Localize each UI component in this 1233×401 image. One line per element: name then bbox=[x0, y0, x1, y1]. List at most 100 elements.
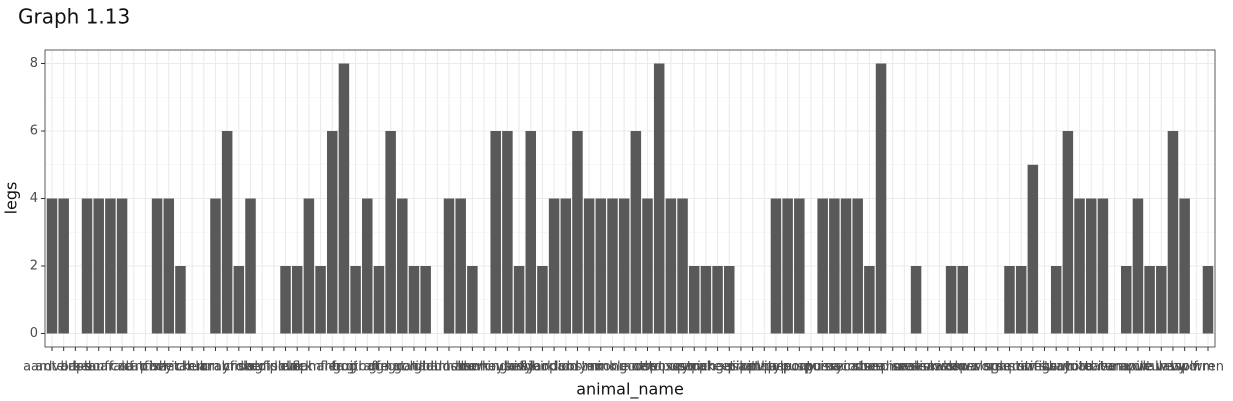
x-tick-label: gull bbox=[414, 360, 438, 375]
x-tick-label: termite bbox=[1044, 360, 1092, 375]
bar bbox=[443, 198, 455, 334]
y-tick-label: 4 bbox=[30, 191, 38, 206]
bar bbox=[595, 198, 607, 334]
bar bbox=[1156, 266, 1167, 334]
bar bbox=[642, 198, 653, 334]
bar bbox=[385, 131, 396, 334]
x-tick-label: duck bbox=[282, 360, 314, 375]
x-tick-label: wolf bbox=[1171, 360, 1198, 375]
bar bbox=[1167, 131, 1179, 334]
bar bbox=[233, 266, 245, 334]
bar bbox=[607, 198, 618, 334]
x-tick-label: bass bbox=[60, 360, 90, 375]
bar bbox=[945, 266, 957, 334]
bar bbox=[525, 131, 537, 334]
bar bbox=[315, 266, 326, 334]
x-tick-label: puma bbox=[804, 360, 841, 375]
x-tick-label: fruitbat bbox=[332, 360, 380, 375]
y-tick-label: 0 bbox=[30, 326, 38, 341]
x-tick-label: carp bbox=[119, 360, 148, 375]
x-tick-label: moth bbox=[619, 360, 653, 375]
x-tick-label: herring bbox=[461, 360, 508, 375]
bar bbox=[303, 198, 315, 334]
x-tick-label: crayfish bbox=[201, 360, 252, 375]
bar bbox=[852, 198, 863, 334]
x-tick-label: cheetah bbox=[142, 360, 195, 375]
x-tick-label: frog bbox=[331, 360, 357, 375]
x-tick-label: chicken bbox=[156, 360, 205, 375]
plot-border bbox=[44, 49, 1216, 348]
bar bbox=[677, 198, 688, 334]
x-tick-label: seawasp bbox=[911, 360, 967, 375]
x-tick-label: wallaby bbox=[1136, 360, 1186, 375]
bar bbox=[467, 266, 478, 334]
bar bbox=[362, 198, 373, 334]
x-tick-label: haddock bbox=[410, 360, 466, 375]
bar bbox=[572, 131, 583, 334]
bar bbox=[105, 198, 116, 334]
y-tick-label: 6 bbox=[30, 124, 38, 139]
bar bbox=[548, 198, 560, 334]
bar bbox=[653, 63, 665, 334]
x-tick-label: polecat bbox=[764, 360, 812, 375]
x-tick-label: vole bbox=[1124, 360, 1151, 375]
bar bbox=[700, 266, 712, 334]
x-tick-label: hare bbox=[446, 360, 475, 375]
x-tick-label: kiwi bbox=[506, 360, 531, 375]
y-axis-label: legs bbox=[2, 182, 21, 215]
x-tick-label: antelope bbox=[35, 360, 92, 375]
bar bbox=[875, 63, 887, 334]
x-tick-label: slowworm bbox=[942, 360, 1007, 375]
bar bbox=[221, 131, 233, 334]
x-tick-label: flamingo bbox=[292, 360, 349, 375]
bar bbox=[782, 198, 793, 334]
x-tick-label: tuna bbox=[1100, 360, 1130, 375]
chart-title: Graph 1.13 bbox=[18, 5, 130, 29]
bar bbox=[58, 198, 69, 334]
x-tick-label: starfish bbox=[1009, 360, 1057, 375]
x-tick-label: porpoise bbox=[783, 360, 839, 375]
x-tick-label: wren bbox=[1192, 360, 1224, 375]
x-tick-label: ostrich bbox=[672, 360, 716, 375]
x-tick-label: pike bbox=[727, 360, 754, 375]
x-tick-label: scorpion bbox=[853, 360, 908, 375]
x-tick-label: chub bbox=[176, 360, 208, 375]
x-tick-label: slug bbox=[973, 360, 1000, 375]
x-tick-label: hamster bbox=[422, 360, 477, 375]
x-tick-label: boar bbox=[84, 360, 114, 375]
bar bbox=[712, 266, 723, 334]
bar bbox=[350, 266, 361, 334]
bar bbox=[116, 198, 128, 334]
bar bbox=[829, 198, 840, 334]
x-tick-label: flea bbox=[320, 360, 344, 375]
bar bbox=[1085, 198, 1097, 334]
bar bbox=[1050, 266, 1062, 334]
x-tick-label: hawk bbox=[455, 360, 490, 375]
bar bbox=[326, 131, 338, 334]
x-tick-label: octopus bbox=[633, 360, 685, 375]
x-tick-label: penguin bbox=[691, 360, 744, 375]
x-tick-label: toad bbox=[1065, 360, 1094, 375]
bar bbox=[560, 198, 572, 334]
x-tick-label: leopard bbox=[530, 360, 579, 375]
bar bbox=[373, 266, 385, 334]
x-tick-label: reindeer bbox=[830, 360, 885, 375]
x-tick-label: lynx bbox=[576, 360, 604, 375]
x-tick-label: mongoose bbox=[590, 360, 658, 375]
x-tick-label: squirrel bbox=[997, 360, 1046, 375]
x-tick-label: pheasant bbox=[699, 360, 760, 375]
x-tick-label: girl bbox=[369, 360, 390, 375]
x-tick-label: wasp bbox=[1156, 360, 1190, 375]
bar bbox=[1121, 266, 1132, 334]
bar bbox=[1132, 198, 1144, 334]
x-tick-label: mole bbox=[596, 360, 628, 375]
x-tick-label: worm bbox=[1178, 360, 1214, 375]
bar bbox=[1027, 164, 1039, 334]
x-tick-label: seahorse bbox=[863, 360, 922, 375]
x-tick-label: tortoise bbox=[1066, 360, 1116, 375]
x-tick-label: gorilla bbox=[394, 360, 434, 375]
x-axis-label: animal_name bbox=[576, 380, 684, 400]
x-tick-label: deer bbox=[236, 360, 266, 375]
x-tick-label: vampire bbox=[1100, 360, 1153, 375]
